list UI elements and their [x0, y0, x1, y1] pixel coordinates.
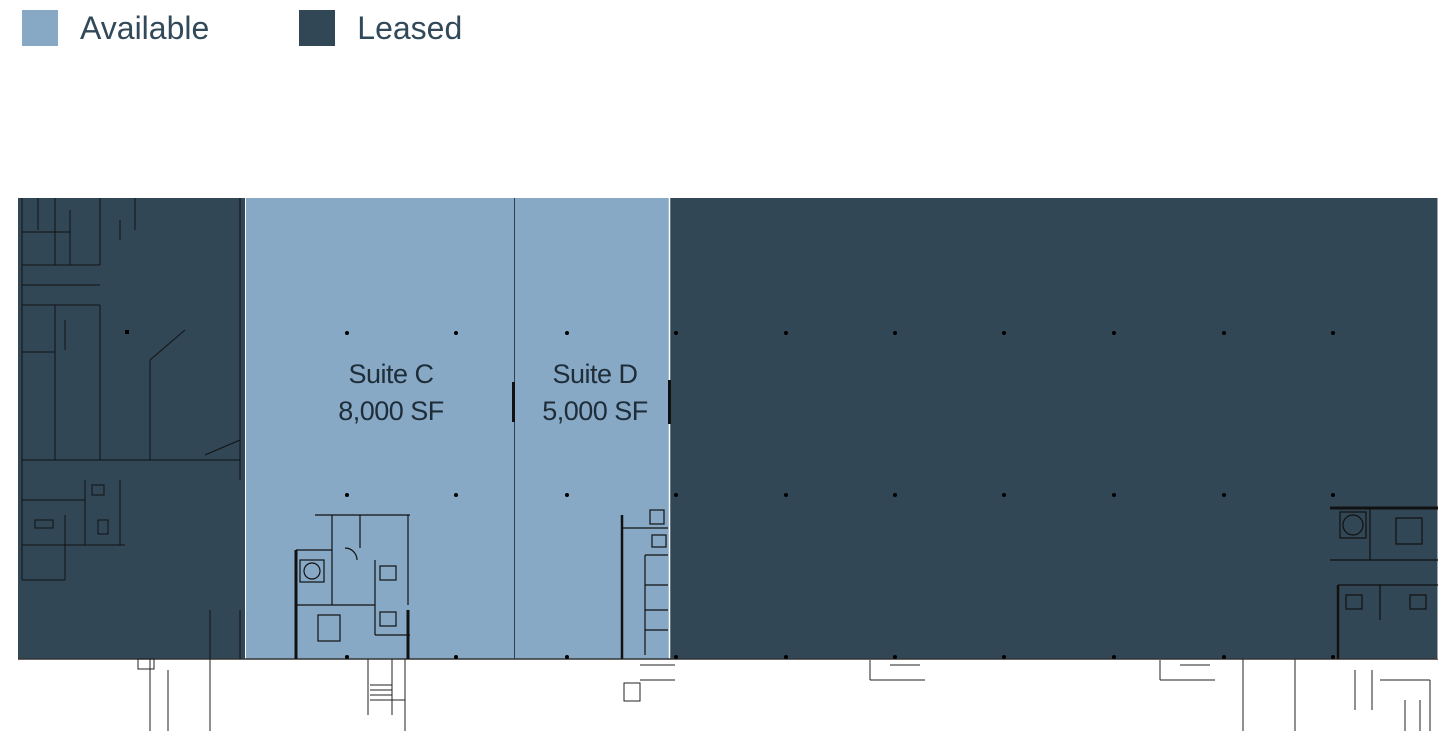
west-office-linework	[21, 198, 241, 659]
legend-label-leased: Leased	[357, 9, 463, 46]
suite-c-office	[294, 514, 410, 659]
legend-item-available: Available	[22, 10, 209, 47]
suite-d-label: Suite D 5,000 SF	[530, 356, 660, 430]
leased-swatch	[299, 10, 336, 46]
suite-d-name: Suite D	[552, 359, 638, 389]
suite-d-area[interactable]	[515, 198, 669, 659]
east-office	[1330, 506, 1438, 659]
suite-d-area-text: 5,000 SF	[542, 396, 648, 426]
exterior-features	[137, 658, 1431, 731]
leased-area-west[interactable]	[18, 198, 245, 659]
available-swatch	[22, 10, 58, 46]
legend-label-available: Available	[80, 9, 210, 46]
legend-item-leased: Leased	[299, 10, 462, 47]
suite-c-label: Suite C 8,000 SF	[316, 356, 466, 430]
suite-c-area[interactable]	[246, 198, 514, 659]
leased-area-east[interactable]	[670, 198, 1438, 659]
suite-c-name: Suite C	[348, 359, 434, 389]
suite-d-office	[620, 509, 668, 659]
column-grid	[125, 330, 1335, 659]
suite-c-area-text: 8,000 SF	[338, 396, 444, 426]
map-legend: Available Leased	[22, 8, 552, 48]
